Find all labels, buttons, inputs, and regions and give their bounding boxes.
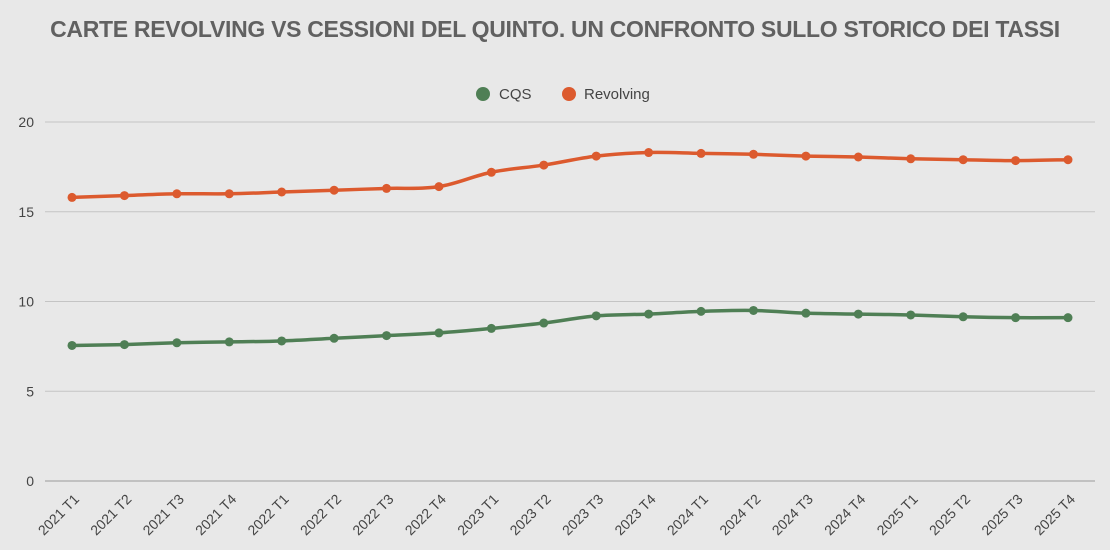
- data-point-cqs: [696, 306, 706, 316]
- data-point-revolving: [801, 151, 811, 161]
- data-point-cqs: [906, 310, 916, 320]
- x-tick-label: 2021 T1: [35, 491, 83, 539]
- legend-marker-cqs: [476, 87, 490, 101]
- x-tick-label: 2024 T4: [821, 491, 869, 539]
- data-point-cqs: [172, 338, 182, 348]
- data-point-revolving: [1011, 156, 1021, 166]
- series-line-cqs: [70, 308, 1070, 348]
- data-point-cqs: [853, 309, 863, 319]
- data-point-revolving: [539, 160, 549, 170]
- data-point-revolving: [67, 192, 77, 202]
- data-point-revolving: [224, 189, 234, 199]
- data-point-revolving: [591, 151, 601, 161]
- data-point-cqs: [119, 340, 129, 350]
- data-point-cqs: [958, 312, 968, 322]
- data-point-cqs: [277, 336, 287, 346]
- data-point-revolving: [644, 148, 654, 158]
- data-point-revolving: [486, 167, 496, 177]
- data-point-cqs: [434, 328, 444, 338]
- y-tick-label: 0: [26, 473, 34, 489]
- data-point-revolving: [382, 183, 392, 193]
- series-line-revolving: [70, 150, 1070, 200]
- legend-label-cqs: CQS: [499, 86, 532, 103]
- data-point-cqs: [591, 311, 601, 321]
- data-point-cqs: [486, 323, 496, 333]
- data-point-revolving: [119, 191, 129, 201]
- data-point-cqs: [644, 309, 654, 319]
- data-point-revolving: [172, 189, 182, 199]
- x-tick-label: 2025 T3: [978, 491, 1026, 539]
- x-tick-label: 2023 T1: [454, 491, 502, 539]
- data-point-revolving: [958, 155, 968, 165]
- x-tick-label: 2022 T1: [244, 491, 292, 539]
- x-tick-label: 2022 T4: [402, 491, 450, 539]
- data-point-revolving: [748, 149, 758, 159]
- data-point-cqs: [539, 318, 549, 328]
- y-tick-label: 15: [18, 204, 34, 220]
- legend-label-revolving: Revolving: [584, 86, 650, 103]
- data-point-cqs: [801, 308, 811, 318]
- data-point-revolving: [329, 185, 339, 195]
- data-point-revolving: [906, 154, 916, 164]
- data-point-cqs: [382, 331, 392, 341]
- data-point-revolving: [277, 187, 287, 197]
- legend-marker-revolving: [562, 87, 576, 101]
- x-tick-label: 2025 T2: [926, 491, 974, 539]
- x-tick-label: 2024 T3: [769, 491, 817, 539]
- x-tick-label: 2023 T4: [611, 491, 659, 539]
- data-point-cqs: [748, 305, 758, 315]
- data-point-cqs: [1063, 313, 1073, 323]
- x-tick-label: 2025 T1: [873, 491, 921, 539]
- data-point-revolving: [434, 182, 444, 192]
- x-tick-label: 2022 T2: [297, 491, 345, 539]
- x-tick-label: 2024 T2: [716, 491, 764, 539]
- x-tick-label: 2025 T4: [1031, 491, 1079, 539]
- data-point-revolving: [1063, 155, 1073, 165]
- y-tick-label: 20: [18, 114, 34, 130]
- x-tick-label: 2021 T2: [87, 491, 135, 539]
- data-point-cqs: [1011, 313, 1021, 323]
- data-point-cqs: [67, 340, 77, 350]
- chart-title: CARTE REVOLVING VS CESSIONI DEL QUINTO. …: [50, 16, 1060, 42]
- x-tick-label: 2022 T3: [349, 491, 397, 539]
- y-tick-label: 5: [26, 383, 34, 399]
- x-tick-label: 2021 T4: [192, 491, 240, 539]
- y-tick-label: 10: [18, 294, 34, 310]
- x-tick-label: 2023 T3: [559, 491, 607, 539]
- data-point-revolving: [696, 148, 706, 158]
- x-tick-label: 2023 T2: [506, 491, 554, 539]
- data-point-cqs: [329, 333, 339, 343]
- x-tick-label: 2024 T1: [664, 491, 712, 539]
- data-point-cqs: [224, 337, 234, 347]
- data-point-revolving: [853, 152, 863, 162]
- x-tick-label: 2021 T3: [139, 491, 187, 539]
